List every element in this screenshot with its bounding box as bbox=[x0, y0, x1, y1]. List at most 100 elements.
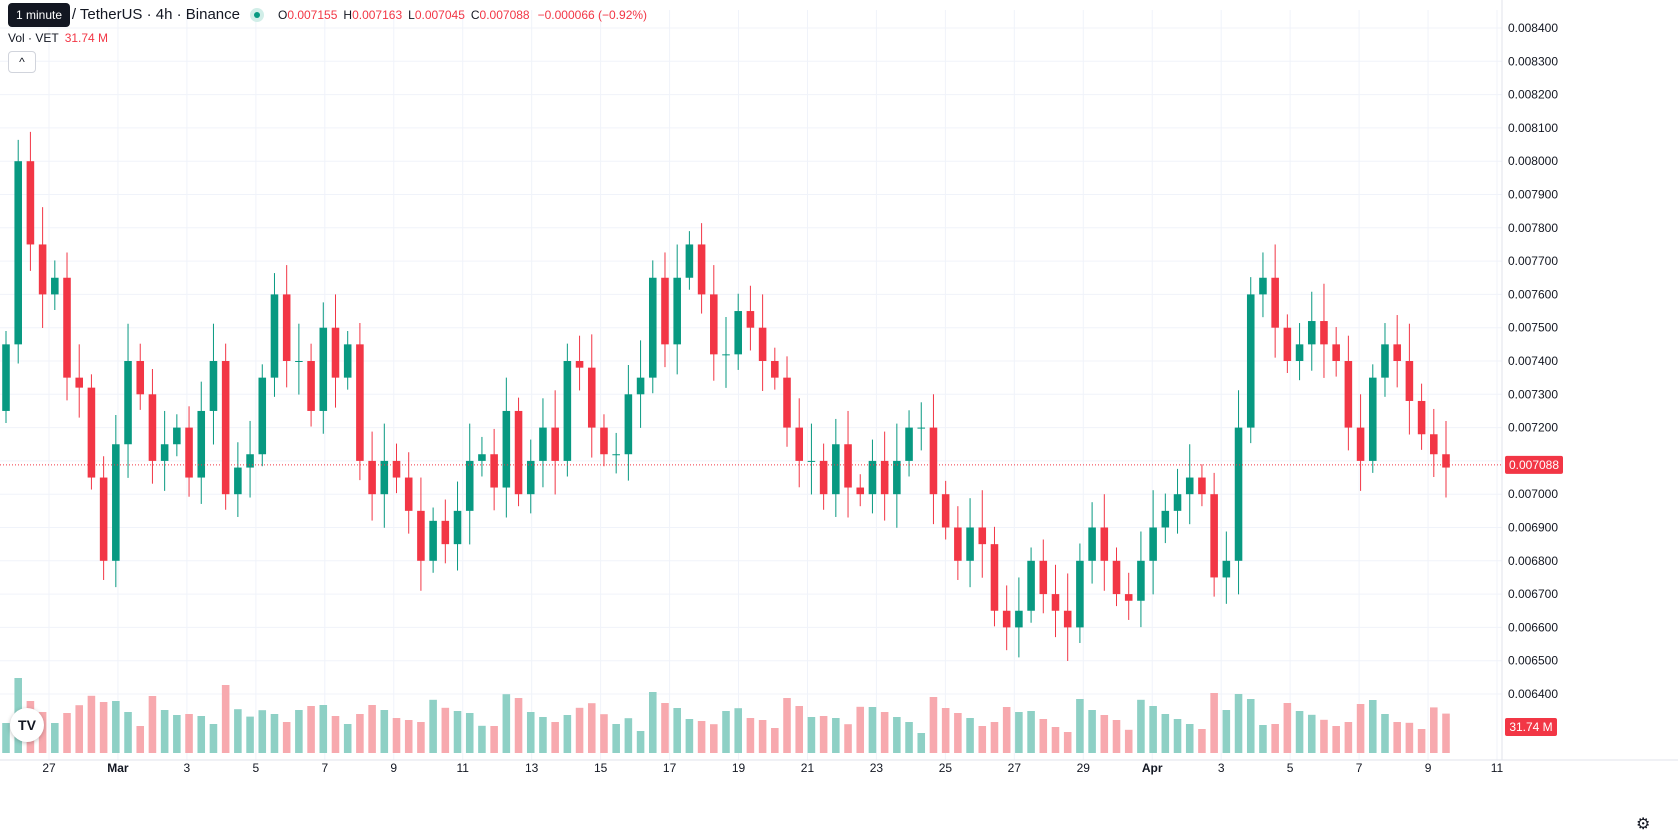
candle-body bbox=[1320, 321, 1328, 345]
candle-body bbox=[807, 460, 816, 462]
collapse-legend-button[interactable]: ^ bbox=[8, 51, 36, 73]
candle-body bbox=[844, 444, 852, 488]
last-price-badge bbox=[1505, 455, 1563, 474]
candle-body bbox=[563, 361, 572, 461]
candle-body bbox=[368, 460, 376, 495]
volume-bar bbox=[1295, 711, 1304, 753]
volume-bar bbox=[441, 707, 450, 753]
candle-body bbox=[734, 311, 742, 355]
candle-body bbox=[990, 544, 999, 611]
volume-bar bbox=[1246, 699, 1255, 753]
symbol-title[interactable]: in / TetherUS · 4h · Binance bbox=[56, 6, 240, 23]
volume-bar bbox=[917, 733, 926, 753]
candle-body bbox=[1430, 434, 1438, 455]
candle-body bbox=[661, 277, 669, 345]
candle-body bbox=[63, 277, 71, 378]
x-tick-label: 27 bbox=[42, 761, 56, 775]
volume-bar bbox=[356, 714, 364, 753]
volume-value: 31.74 M bbox=[64, 31, 109, 45]
candle-body bbox=[868, 460, 877, 495]
y-tick-label: 0.007700 bbox=[1508, 254, 1558, 268]
candle-body bbox=[636, 377, 645, 395]
candle-body bbox=[1161, 510, 1170, 528]
y-tick-label: 0.006400 bbox=[1508, 687, 1558, 701]
candle-body bbox=[26, 161, 35, 245]
volume-bar bbox=[331, 716, 340, 753]
candle-body bbox=[319, 327, 328, 411]
candle-body bbox=[453, 510, 462, 545]
volume-bar bbox=[1015, 712, 1023, 753]
volume-bar bbox=[526, 712, 535, 753]
volume-bar bbox=[1368, 700, 1377, 753]
candle-body bbox=[526, 460, 535, 495]
volume-bar bbox=[197, 716, 206, 753]
volume-bar bbox=[893, 717, 901, 753]
volume-bar bbox=[1027, 711, 1035, 753]
ohlc-open-key: O bbox=[277, 7, 288, 22]
volume-bar bbox=[685, 719, 694, 753]
candle-body bbox=[710, 294, 718, 355]
volume-bar bbox=[1283, 703, 1292, 753]
candle-body bbox=[1234, 427, 1243, 561]
volume-bar bbox=[270, 714, 279, 753]
x-tick-label: 11 bbox=[456, 761, 469, 775]
volume-bar bbox=[880, 712, 889, 753]
candle-body bbox=[490, 454, 498, 488]
gear-icon[interactable]: ⚙ bbox=[1636, 816, 1651, 833]
volume-bar bbox=[661, 703, 669, 753]
volume-bar bbox=[1002, 707, 1011, 753]
candle-body bbox=[270, 294, 279, 378]
volume-bar bbox=[807, 717, 816, 753]
market-status-icon[interactable] bbox=[249, 7, 264, 22]
candle-body bbox=[112, 444, 120, 561]
x-tick-label: 7 bbox=[1356, 761, 1363, 775]
volume-bar bbox=[1271, 724, 1279, 753]
candle-body bbox=[14, 161, 22, 345]
ohlc-low-value: 0.007045 bbox=[414, 7, 465, 22]
x-tick-label: 13 bbox=[525, 761, 539, 775]
volume-bar bbox=[722, 711, 730, 753]
volume-bar bbox=[746, 718, 755, 753]
candle-body bbox=[978, 527, 987, 545]
x-tick-label: 17 bbox=[663, 761, 677, 775]
y-tick-label: 0.008100 bbox=[1508, 121, 1558, 135]
volume-bar bbox=[136, 726, 145, 753]
candle-body bbox=[246, 454, 254, 468]
candle-body bbox=[1185, 477, 1194, 495]
volume-legend[interactable]: Vol · VET 31.74 M bbox=[8, 31, 108, 45]
volume-bar bbox=[758, 720, 767, 753]
candle-body bbox=[380, 460, 389, 495]
candle-body bbox=[1332, 344, 1340, 361]
candle-body bbox=[600, 427, 608, 455]
volume-bar bbox=[1405, 722, 1414, 753]
ohlc-low-key: L bbox=[408, 7, 415, 22]
tradingview-logo-icon[interactable]: TV bbox=[10, 708, 44, 742]
candle-body bbox=[612, 454, 620, 456]
candle-body bbox=[795, 427, 804, 461]
volume-bar bbox=[905, 722, 913, 753]
y-tick-label: 0.007000 bbox=[1508, 487, 1558, 501]
volume-bar bbox=[1234, 694, 1243, 753]
volume-bar bbox=[868, 707, 877, 753]
candle-body bbox=[124, 361, 132, 445]
volume-bar bbox=[429, 699, 437, 753]
candle-body bbox=[893, 460, 901, 495]
volume-bar bbox=[246, 716, 254, 753]
volume-bar bbox=[75, 705, 84, 753]
candle-body bbox=[514, 410, 523, 495]
candle-body bbox=[1088, 527, 1096, 561]
candle-body bbox=[1405, 361, 1414, 401]
candle-body bbox=[1051, 594, 1060, 611]
volume-bar bbox=[417, 722, 425, 753]
ohlc-close-key: C bbox=[470, 7, 480, 22]
candle-body bbox=[148, 394, 157, 461]
volume-bar bbox=[1185, 724, 1194, 753]
candle-body bbox=[1344, 361, 1353, 428]
candle-body bbox=[624, 394, 633, 455]
volume-bar bbox=[1198, 729, 1206, 753]
volume-bar bbox=[636, 731, 645, 753]
candle-body bbox=[954, 527, 962, 561]
volume-bar bbox=[258, 710, 267, 753]
volume-bar bbox=[307, 706, 315, 753]
